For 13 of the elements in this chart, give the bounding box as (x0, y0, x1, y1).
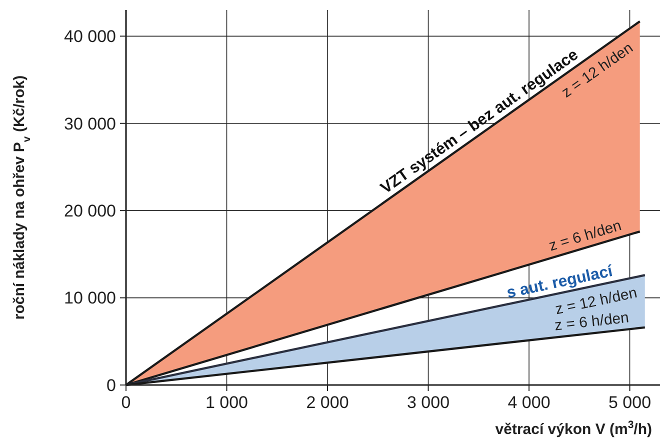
x-tick-label: 0 (121, 393, 131, 412)
y-tick-label: 20 000 (64, 202, 116, 221)
x-axis-title: větrací výkon V (m$^{3}$/h) (495, 419, 652, 438)
y-tick-label: 30 000 (64, 114, 116, 134)
y-tick-label: 40 000 (64, 27, 116, 46)
x-tick-label: 3 000 (406, 393, 450, 412)
x-tick-label: 4 000 (508, 393, 550, 412)
x-tick-label: 1 000 (205, 393, 248, 412)
text: z = 6 h/den (546, 217, 624, 255)
x-tick-label: 5 000 (608, 393, 652, 412)
y-tick-label: 10 000 (64, 288, 116, 308)
x-tick-label: 2 000 (306, 393, 349, 412)
y-tick-label: 0 (106, 376, 116, 395)
